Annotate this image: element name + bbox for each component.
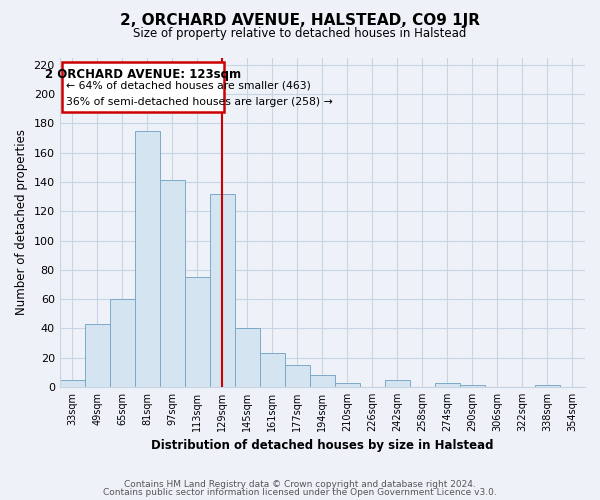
Text: 36% of semi-detached houses are larger (258) →: 36% of semi-detached houses are larger (… (66, 97, 332, 107)
Bar (385, 380, 410, 387)
Y-axis label: Number of detached properties: Number of detached properties (15, 129, 28, 315)
Text: Size of property relative to detached houses in Halstead: Size of property relative to detached ho… (133, 28, 467, 40)
Bar (260, 354, 285, 387)
Bar (460, 386, 485, 387)
Bar (335, 382, 360, 387)
Bar (185, 277, 210, 387)
Bar (435, 382, 460, 387)
Bar (535, 386, 560, 387)
Text: 2, ORCHARD AVENUE, HALSTEAD, CO9 1JR: 2, ORCHARD AVENUE, HALSTEAD, CO9 1JR (120, 12, 480, 28)
Text: ← 64% of detached houses are smaller (463): ← 64% of detached houses are smaller (46… (66, 81, 311, 91)
X-axis label: Distribution of detached houses by size in Halstead: Distribution of detached houses by size … (151, 440, 494, 452)
Bar (235, 328, 260, 387)
Bar (85, 324, 110, 387)
Text: 2 ORCHARD AVENUE: 123sqm: 2 ORCHARD AVENUE: 123sqm (45, 68, 241, 80)
Text: Contains HM Land Registry data © Crown copyright and database right 2024.: Contains HM Land Registry data © Crown c… (124, 480, 476, 489)
Bar (210, 194, 235, 387)
Bar (59, 380, 85, 387)
Bar (160, 180, 185, 387)
FancyBboxPatch shape (62, 62, 224, 112)
Bar (285, 365, 310, 387)
Bar (110, 299, 135, 387)
Text: Contains public sector information licensed under the Open Government Licence v3: Contains public sector information licen… (103, 488, 497, 497)
Bar (310, 375, 335, 387)
Bar (135, 130, 160, 387)
